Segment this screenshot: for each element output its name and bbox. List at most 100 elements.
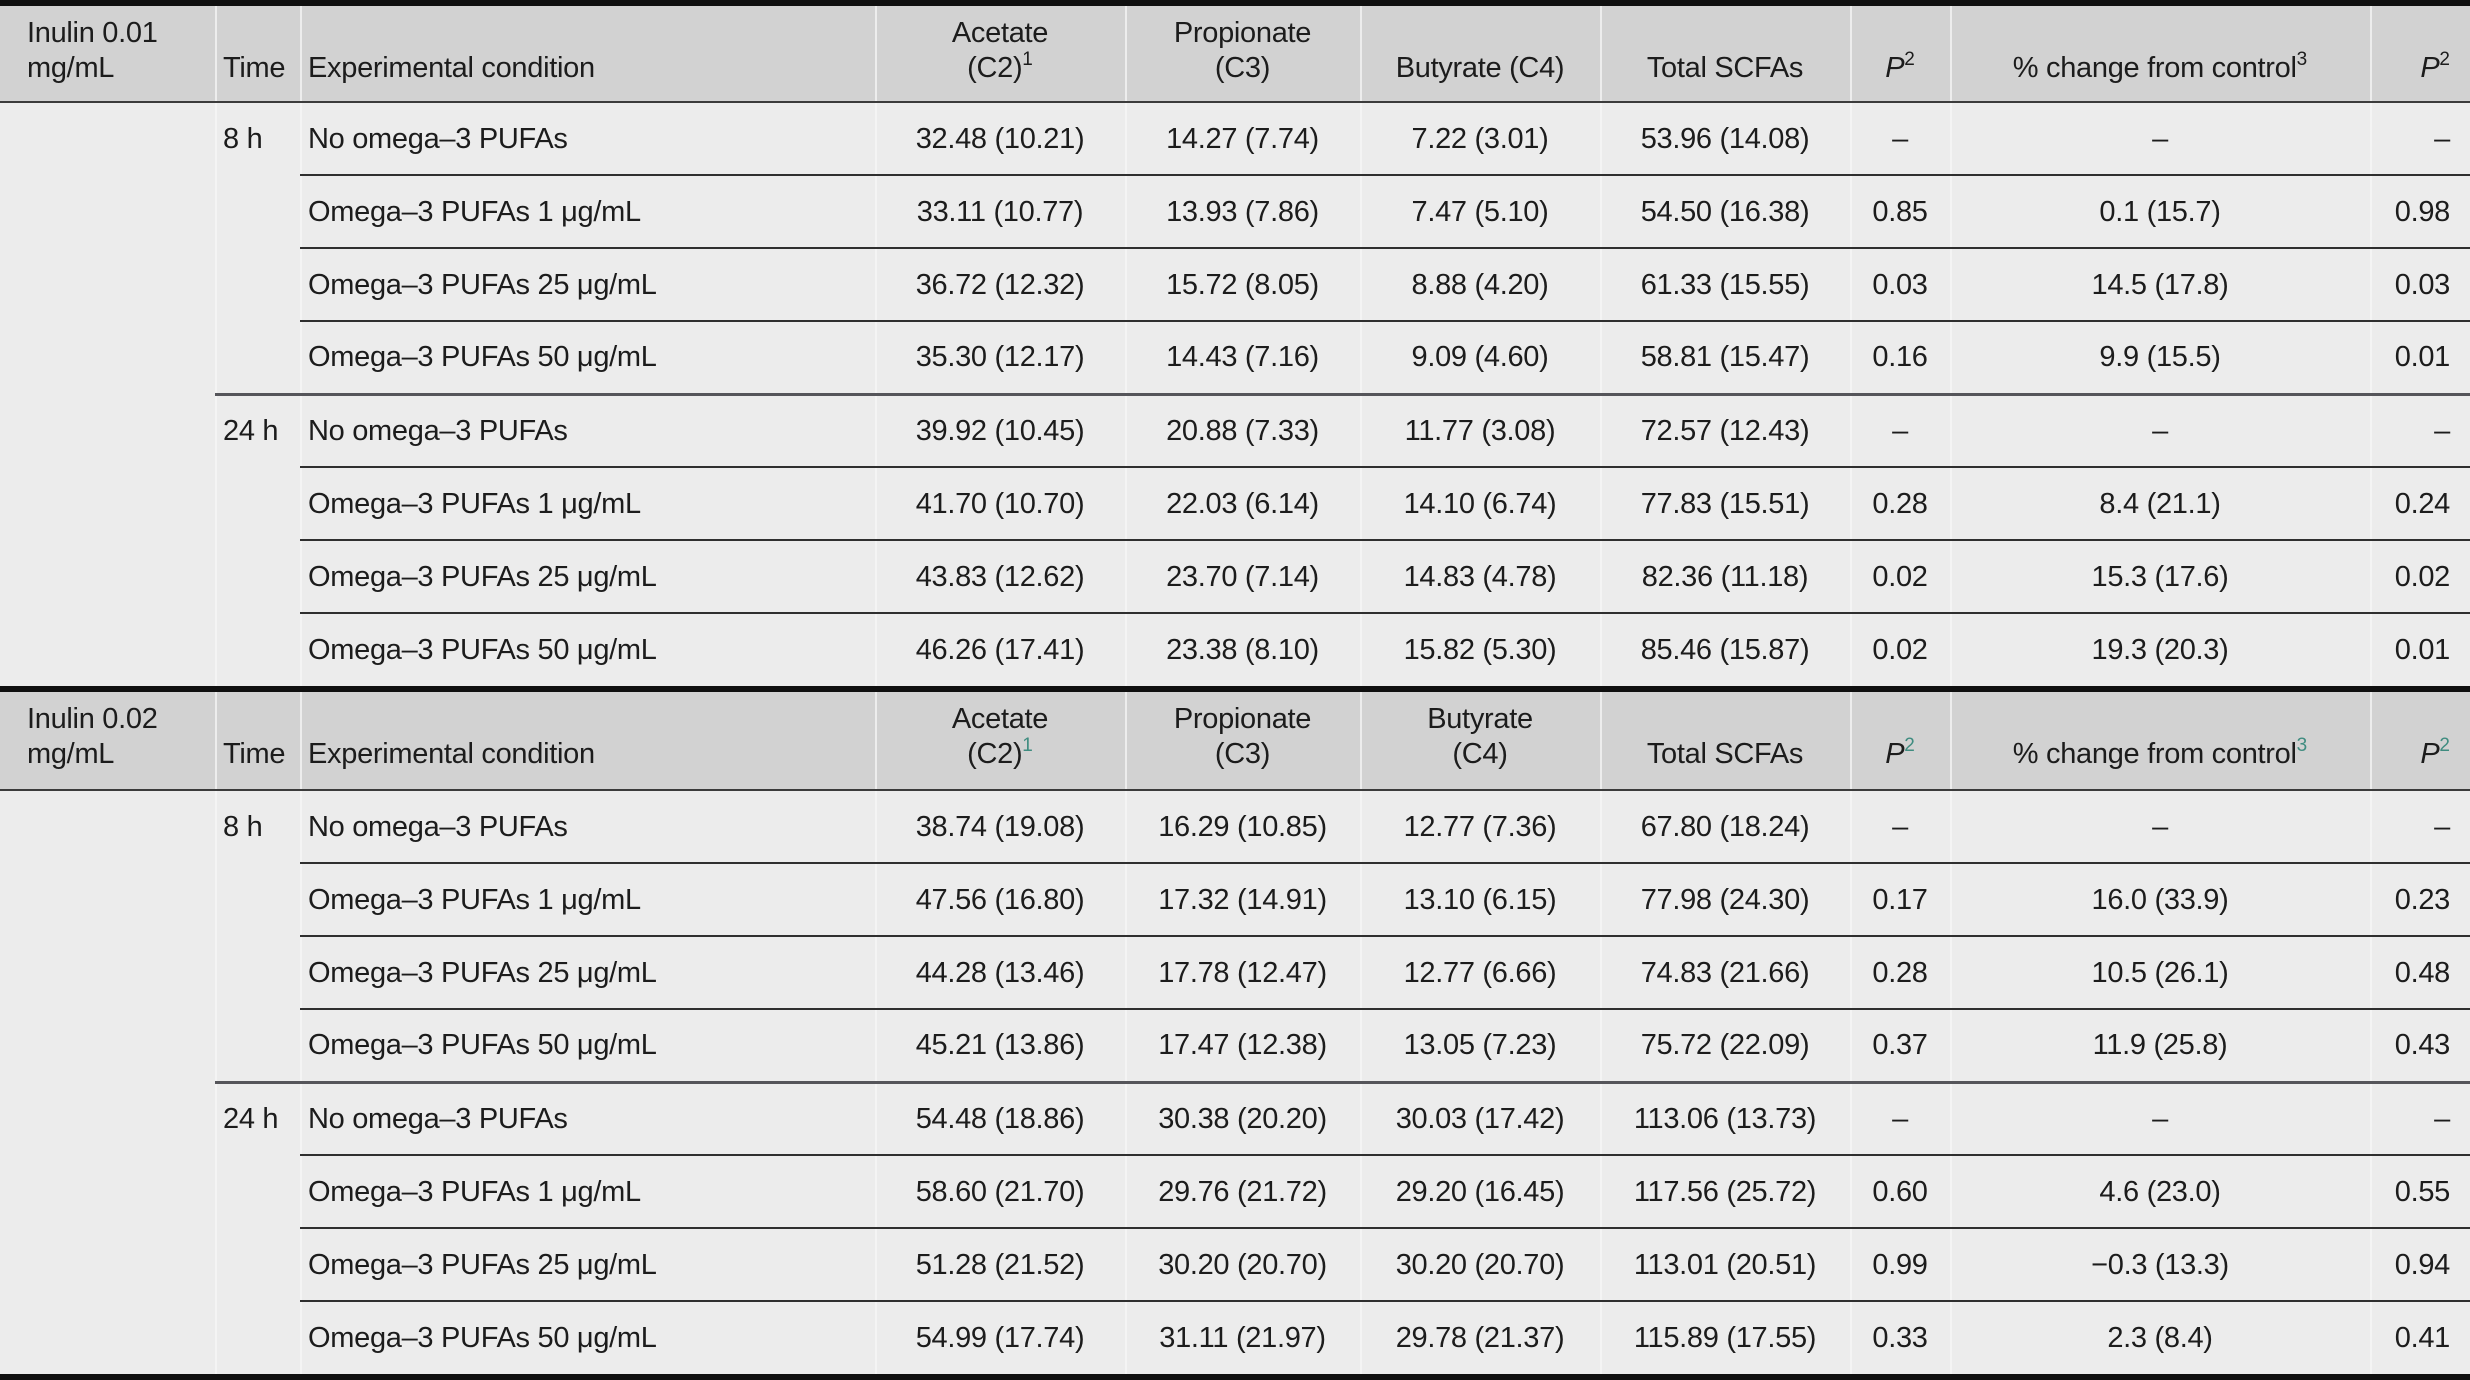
cell-inulin (0, 1155, 215, 1228)
cell-time (215, 863, 300, 936)
data-row: Omega–3 PUFAs 1 μg/mL 41.70 (10.70) 22.03 … (0, 466, 2470, 540)
cell-butyrate: 14.10 (6.74) (1360, 466, 1600, 540)
cell-acetate: 43.83 (12.62) (875, 539, 1125, 613)
cell-butyrate: 30.03 (17.42) (1360, 1080, 1600, 1155)
cell-total-scfas: 61.33 (15.55) (1600, 247, 1850, 321)
cell-pct-change: 8.4 (21.1) (1950, 466, 2370, 540)
cell-inulin (0, 102, 215, 175)
header-line: Acetate (951, 703, 1049, 735)
cell-inulin (0, 1301, 215, 1374)
cell-total-scfas: 85.46 (15.87) (1600, 612, 1850, 686)
cell-propionate: 17.47 (12.38) (1125, 1008, 1360, 1082)
cell-inulin (0, 321, 215, 394)
col-header-propionate: Propionate (C3) (1125, 6, 1360, 102)
data-row: Omega–3 PUFAs 50 μg/mL 45.21 (13.86) 17.47… (0, 1008, 2470, 1082)
cell-condition: Omega–3 PUFAs 25 μg/mL (300, 247, 875, 321)
cell-inulin (0, 394, 215, 467)
cell-pct-change: 16.0 (33.9) (1950, 862, 2370, 936)
cell-time (215, 936, 300, 1009)
cell-propionate: 22.03 (6.14) (1125, 466, 1360, 540)
cell-pct-change: 0.1 (15.7) (1950, 174, 2370, 248)
header-line: P2 (2420, 49, 2450, 84)
footnote-marker: 3 (2296, 49, 2308, 71)
cell-time (215, 613, 300, 686)
data-row: 8 h No omega–3 PUFAs 38.74 (19.08) 16.29 (1… (0, 790, 2470, 863)
cell-butyrate: 14.83 (4.78) (1360, 539, 1600, 613)
cell-total-scfas: 117.56 (25.72) (1600, 1154, 1850, 1228)
cell-time (215, 540, 300, 613)
cell-acetate: 41.70 (10.70) (875, 466, 1125, 540)
cell-inulin (0, 863, 215, 936)
cell-p-value-right: 0.48 (2370, 935, 2470, 1009)
cell-time (215, 175, 300, 248)
cell-p-value-left: 0.03 (1850, 247, 1950, 321)
cell-p-value-left: – (1850, 392, 1950, 467)
cell-pct-change: 10.5 (26.1) (1950, 935, 2370, 1009)
cell-condition: Omega–3 PUFAs 25 μg/mL (300, 1227, 875, 1301)
cell-p-value-left: – (1850, 790, 1950, 863)
cell-butyrate: 9.09 (4.60) (1360, 320, 1600, 394)
cell-butyrate: 7.47 (5.10) (1360, 174, 1600, 248)
section-label: Inulin 0.02 mg/mL (0, 692, 215, 790)
footnote-marker: 1 (1022, 49, 1033, 71)
cell-time: 8 h (215, 102, 300, 175)
col-header-butyrate: Butyrate (C4) (1360, 6, 1600, 102)
cell-inulin (0, 467, 215, 540)
cell-inulin (0, 540, 215, 613)
cell-p-value-right: – (2370, 790, 2470, 863)
cell-p-value-left: 0.28 (1850, 935, 1950, 1009)
cell-propionate: 15.72 (8.05) (1125, 247, 1360, 321)
cell-p-value-left: 0.02 (1850, 539, 1950, 613)
cell-p-value-right: – (2370, 392, 2470, 467)
header-line: (C2)1 (967, 735, 1033, 770)
header-line: Total SCFAs (1646, 52, 1804, 84)
cell-total-scfas: 113.01 (20.51) (1600, 1227, 1850, 1301)
cell-propionate: 16.29 (10.85) (1125, 790, 1360, 863)
cell-inulin (0, 936, 215, 1009)
cell-pct-change: – (1950, 392, 2370, 467)
header-line: (C4) (1452, 738, 1508, 770)
cell-acetate: 54.99 (17.74) (875, 1300, 1125, 1374)
header-row: Inulin 0.02 mg/mL Time Experimental condit… (0, 692, 2470, 790)
cell-p-value-left: 0.17 (1850, 862, 1950, 936)
cell-condition: Omega–3 PUFAs 25 μg/mL (300, 935, 875, 1009)
col-header-total-scfas: Total SCFAs (1600, 6, 1850, 102)
cell-total-scfas: 115.89 (17.55) (1600, 1300, 1850, 1374)
cell-time (215, 1009, 300, 1082)
cell-p-value-right: 0.02 (2370, 539, 2470, 613)
header-line: P2 (2420, 735, 2450, 770)
data-row: Omega–3 PUFAs 50 μg/mL 54.99 (17.74) 31.11… (0, 1300, 2470, 1374)
cell-acetate: 38.74 (19.08) (875, 790, 1125, 863)
cell-acetate: 58.60 (21.70) (875, 1154, 1125, 1228)
cell-condition: No omega–3 PUFAs (300, 1080, 875, 1155)
cell-condition: Omega–3 PUFAs 1 μg/mL (300, 1154, 875, 1228)
cell-time (215, 1301, 300, 1374)
inulin-section-1: Inulin 0.01 mg/mL Time Experimental condit… (0, 6, 2470, 686)
header-line: Acetate (951, 17, 1049, 49)
col-header-pct-change: % change from control3 (1950, 6, 2370, 102)
cell-condition: Omega–3 PUFAs 1 μg/mL (300, 174, 875, 248)
cell-p-value-right: 0.03 (2370, 247, 2470, 321)
cell-pct-change: – (1950, 1080, 2370, 1155)
header-row: Inulin 0.01 mg/mL Time Experimental condit… (0, 6, 2470, 102)
cell-total-scfas: 53.96 (14.08) (1600, 102, 1850, 175)
cell-acetate: 47.56 (16.80) (875, 862, 1125, 936)
cell-propionate: 14.43 (7.16) (1125, 320, 1360, 394)
cell-condition: No omega–3 PUFAs (300, 392, 875, 467)
cell-butyrate: 8.88 (4.20) (1360, 247, 1600, 321)
col-header-p-left: P2 (1850, 6, 1950, 102)
cell-butyrate: 7.22 (3.01) (1360, 102, 1600, 175)
col-header-condition: Experimental condition (300, 692, 875, 790)
cell-pct-change: – (1950, 102, 2370, 175)
cell-total-scfas: 67.80 (18.24) (1600, 790, 1850, 863)
col-header-p-left: P2 (1850, 692, 1950, 790)
col-header-time: Time (215, 6, 300, 102)
header-line: (C2)1 (967, 49, 1033, 84)
cell-p-value-left: – (1850, 1080, 1950, 1155)
cell-butyrate: 29.78 (21.37) (1360, 1300, 1600, 1374)
footnote-marker: 2 (1904, 49, 1915, 71)
cell-propionate: 13.93 (7.86) (1125, 174, 1360, 248)
cell-total-scfas: 54.50 (16.38) (1600, 174, 1850, 248)
cell-inulin (0, 1082, 215, 1155)
cell-total-scfas: 58.81 (15.47) (1600, 320, 1850, 394)
